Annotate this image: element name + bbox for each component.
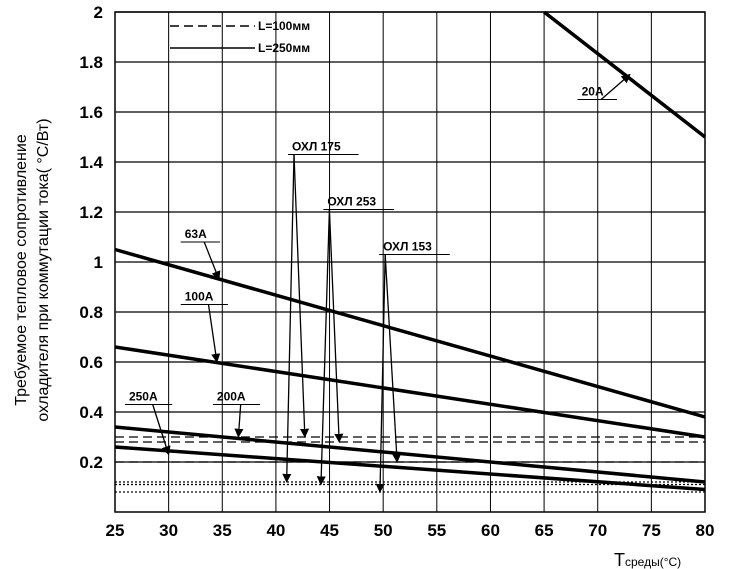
annotation-arrow: [316, 209, 331, 486]
x-tick-label: 25: [106, 521, 125, 540]
y-tick-label: 1.2: [79, 203, 103, 222]
annotation-arrow: [207, 304, 221, 363]
annotation-arrow: [375, 254, 386, 493]
annotation-label: 63A: [185, 227, 207, 241]
y-tick-label: 0.4: [79, 403, 103, 422]
annotation-arrow: [282, 154, 295, 483]
annotation-arrow: [384, 254, 402, 463]
tick-labels: 25 30 35 40 45 50 55 60 65 70 75 80 0.2 0.4 0.6 0.8 1 1.2…: [79, 3, 714, 540]
legend-label: L=100мм: [258, 19, 310, 33]
x-tick-label: 30: [159, 521, 178, 540]
annotation-label: ОХЛ 253: [327, 195, 376, 209]
annotation-arrow: [203, 241, 221, 281]
x-tick-label: 80: [696, 521, 715, 540]
y-tick-label: 1.6: [79, 103, 103, 122]
annotation-label: 100A: [185, 290, 214, 304]
x-tick-label: 50: [374, 521, 393, 540]
plot-frame: [114, 11, 706, 513]
y-tick-label: 0.2: [79, 453, 103, 472]
annotation-label: 250A: [129, 390, 158, 404]
annotation-label: 20A: [582, 85, 604, 99]
annotation-arrow: [293, 154, 310, 438]
annotation-label: 200A: [217, 390, 246, 404]
series-line: [543, 10, 707, 139]
series-line: [114, 425, 706, 484]
annotation-label: ОХЛ 153: [383, 240, 432, 254]
y-axis-label-line1: Требуемое тепловое сопротивление: [13, 134, 30, 406]
x-axis-label-sub: среды(°С): [625, 555, 681, 569]
x-axis-label-main: T: [614, 550, 625, 569]
x-tick-label: 60: [481, 521, 500, 540]
annotation-arrow: [234, 404, 244, 438]
y-axis-label-line2: охладителя при коммутации тока( °С/Вт): [35, 118, 52, 421]
x-tick-label: 55: [427, 521, 446, 540]
annotation-label: ОХЛ 175: [292, 140, 341, 154]
x-tick-label: 65: [535, 521, 554, 540]
x-axis-label: Tсреды(°С): [614, 550, 681, 569]
x-tick-label: 70: [588, 521, 607, 540]
annotation-arrow: [152, 404, 171, 456]
y-tick-label: 0.8: [79, 303, 103, 322]
x-tick-label: 40: [266, 521, 285, 540]
annotations: 20A 63A 100A 250A 200A ОХЛ 175 ОХЛ 253 ОХЛ 153: [124, 73, 631, 493]
legend: L=100мм L=250мм: [170, 19, 310, 55]
x-tick-label: 35: [213, 521, 232, 540]
x-tick-label: 45: [320, 521, 339, 540]
annotation-arrow: [328, 209, 344, 443]
y-tick-label: 1: [94, 253, 103, 272]
series-line: [114, 445, 706, 492]
y-tick-label: 0.6: [79, 353, 103, 372]
annotation-arrow: [600, 73, 631, 100]
y-tick-label: 2: [94, 3, 103, 22]
y-tick-label: 1.4: [79, 153, 103, 172]
y-tick-label: 1.8: [79, 53, 103, 72]
x-tick-label: 75: [642, 521, 661, 540]
legend-label: L=250мм: [258, 41, 310, 55]
